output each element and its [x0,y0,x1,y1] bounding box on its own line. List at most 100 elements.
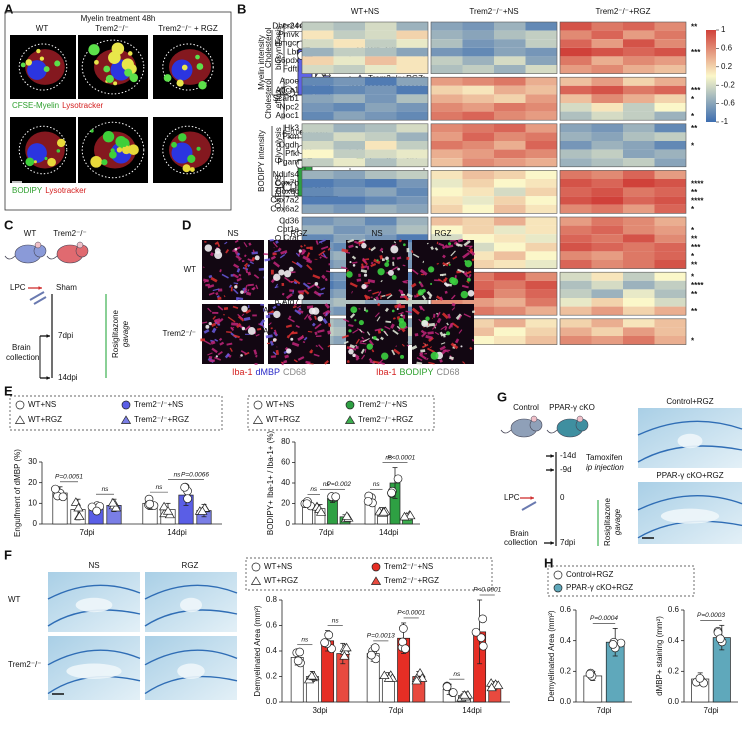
heatmap-cell [525,204,557,214]
legend-marker [448,688,458,697]
tissue-fiber [442,349,449,353]
heatmap-cell [525,56,557,65]
tissue-fiber [362,338,370,343]
tissue-fiber [291,341,300,347]
tissue-fiber [419,305,424,311]
heatmap-cell [462,111,494,121]
y-axis-label: dMBP+ staining (mm²) [655,616,664,696]
tissue-fiber [238,273,242,277]
legend-marker [15,400,25,410]
tissue-spot [346,271,353,278]
heatmap-cell [396,47,428,57]
heatmap-cell [591,158,623,167]
heatmap-cell [654,158,686,167]
gene-label: Atg7 [282,296,299,306]
heatmap-cell [591,318,623,328]
vesicle [110,148,115,153]
tissue-fiber [244,351,250,356]
tissue-fiber [248,242,252,246]
tissue-fiber [227,316,236,323]
tissue-spot [380,328,384,332]
heatmap-cell [462,251,494,260]
tissue-fiber [219,269,222,273]
timepoint-label: -14d [560,451,576,460]
legend-marker [120,415,132,424]
tissue-fiber [226,331,232,334]
tissue-fiber [351,255,357,260]
vesicle [108,51,121,64]
tissue-fiber [279,254,286,259]
tissue-fiber [440,342,446,345]
tissue-fiber [400,313,404,317]
significance-stars: * [691,141,695,150]
tissue-spot [403,243,406,247]
legend-marker [411,675,422,685]
block-border [301,76,429,121]
heatmap-cell [494,149,526,159]
tissue-fiber [374,328,382,332]
heatmap-cell [560,179,592,188]
heatmap-cell [462,149,494,159]
heatmap-cell [654,94,686,103]
tissue-fiber [355,356,360,361]
legend-marker [478,641,488,651]
group-header: Trem2⁻/⁻+RGZ [595,7,650,16]
legend-label: WT+NS [264,562,292,571]
heatmap-cell [623,280,655,290]
gene-label: Hk3 [284,122,299,132]
tissue-fiber [201,321,208,324]
legend-marker [250,576,262,585]
collection-label: Brain [510,529,529,538]
heatmap-cell [623,85,655,95]
tissue-fiber [369,361,375,364]
tissue-fiber [324,277,328,282]
tissue-fiber [416,356,423,362]
tissue-fiber [284,276,291,282]
tissue-fiber [292,305,297,309]
tissue-fiber [370,261,374,265]
gene-label: Ogdh [279,139,300,149]
tissue-fiber [411,269,419,275]
gene-label: Pfkl [285,148,299,158]
tissue-fiber [349,313,356,319]
y-axis-label: Demyelinated Area (mm²) [547,610,556,701]
tissue-fiber [300,244,303,248]
heatmap-cell [333,149,365,159]
lesion [177,663,205,679]
tissue-fiber [216,318,224,325]
heatmap-cell [494,260,526,269]
tissue-fiber [454,338,460,344]
tissue-fiber [411,307,420,315]
tissue-fiber [288,330,295,337]
heatmap-cell [525,30,557,40]
legend-label: Trem2⁻/⁻+NS [384,562,433,571]
legend-label: WT+RGZ [264,576,298,585]
tissue-fiber [419,353,427,360]
vesicle [129,73,139,82]
heatmap-cell [623,251,655,260]
tissue-fiber [437,278,445,284]
tissue-fiber [430,246,434,251]
tissue-fiber [381,294,386,298]
column-label: Trem2⁻/⁻ [95,24,128,33]
corpus-callosum-edge [144,649,238,666]
tissue-fiber [204,240,207,243]
tissue-fiber [252,249,255,253]
heatmap-cell [623,318,655,328]
y-axis-label: Demyelinated Area (mm²) [253,605,262,696]
heatmap-cell [560,260,592,269]
tissue-spot [430,282,433,286]
mouse-label: PPAR-γ cKO [549,403,595,412]
corpus-callosum-edge [637,420,743,436]
tissue-fiber [434,331,440,336]
tissue-fiber [444,290,448,294]
legend-marker [107,497,118,507]
heatmap-cell [560,22,592,31]
tissue-spot [298,249,302,253]
heatmap-cell [431,77,463,86]
heatmap-cell [654,217,686,226]
vesicle [101,159,108,166]
tamoxifen-label: ip injection [586,463,624,472]
heatmap-cell [654,103,686,112]
tissue-fiber [312,274,321,280]
